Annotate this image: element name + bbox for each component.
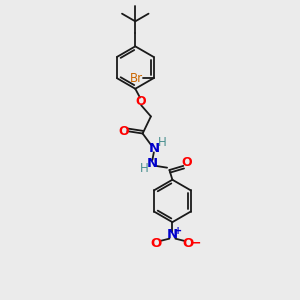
Text: O: O (135, 94, 146, 108)
Text: −: − (191, 236, 201, 249)
Text: +: + (174, 226, 182, 236)
Text: O: O (151, 237, 162, 250)
Text: N: N (167, 228, 178, 241)
Text: O: O (118, 125, 129, 138)
Text: N: N (148, 142, 159, 155)
Text: O: O (182, 156, 192, 169)
Text: Br: Br (129, 72, 142, 85)
Text: O: O (183, 237, 194, 250)
Text: H: H (158, 136, 167, 149)
Text: H: H (140, 162, 148, 175)
Text: N: N (147, 157, 158, 170)
